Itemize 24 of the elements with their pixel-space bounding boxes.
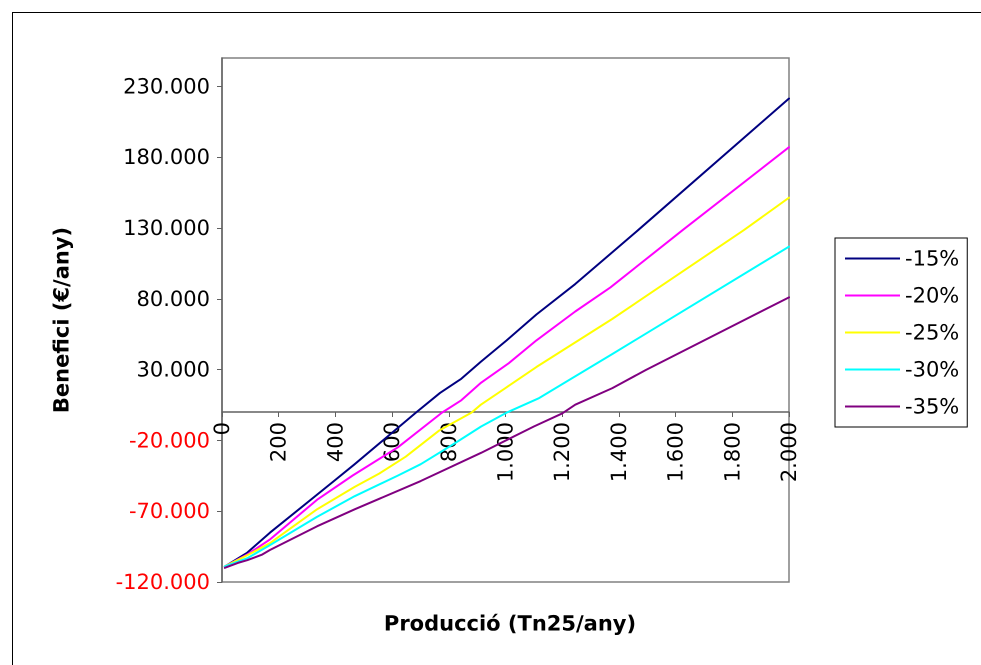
y-tick-label: 180.000	[123, 145, 210, 170]
y-tick-label: 130.000	[123, 216, 210, 240]
x-axis-title: Producció (Tn25/any)	[384, 612, 636, 636]
x-tick-label: 400	[323, 422, 348, 462]
y-tick-label: 80.000	[136, 286, 210, 311]
y-axis-title: Benefici (€/any)	[50, 226, 74, 414]
legend-label: -25%	[905, 320, 960, 344]
y-tick-label: -70.000	[128, 499, 210, 524]
y-tick-label: -120.000	[116, 570, 210, 594]
legend-label: -15%	[905, 246, 960, 270]
x-tick-label: 1.000	[494, 422, 518, 482]
legend-label: -35%	[905, 394, 960, 418]
x-tick-label: 1.600	[664, 422, 688, 482]
legend-label: -20%	[905, 284, 960, 308]
x-tick-label: 1.200	[550, 422, 574, 482]
x-tick-label: 200	[266, 422, 291, 462]
x-tick-label: 1.800	[720, 422, 744, 482]
x-tick-label: 0	[210, 422, 234, 436]
y-tick-label: 30.000	[136, 358, 210, 382]
x-tick-label: 1.400	[606, 422, 631, 482]
x-tick-label: 2.000	[777, 422, 801, 482]
y-tick-label: -20.000	[128, 428, 210, 452]
y-tick-label: 230.000	[123, 74, 210, 98]
legend-label: -30%	[905, 358, 960, 382]
